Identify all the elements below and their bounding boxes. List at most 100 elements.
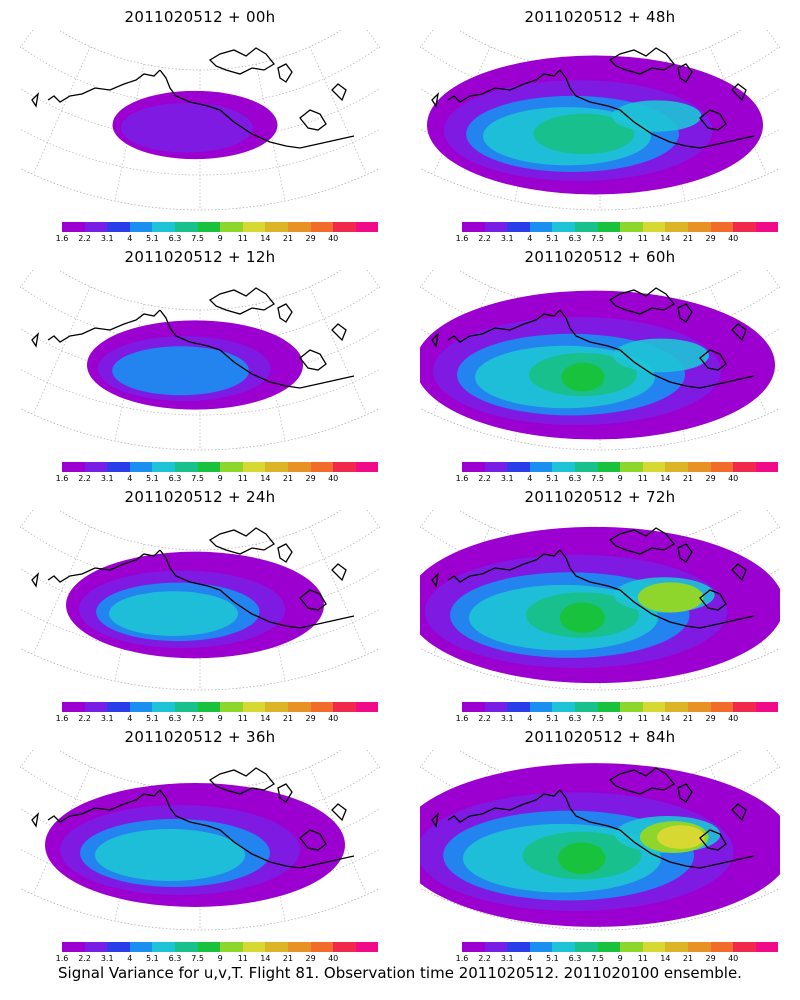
coastline-path [447,789,561,823]
colorbar-tick-label: 9 [617,234,623,243]
colorbar-segment [84,942,108,952]
colorbar-tick-label: 3.1 [500,474,514,483]
colorbar-segment [597,702,621,712]
colorbar-segment [242,942,266,952]
colorbar-tick-label: 6.3 [168,474,182,483]
colorbar-tick-label: 6.3 [568,954,582,963]
coastline-path [31,812,39,828]
colorbar-tick-label: 29 [705,714,716,723]
colorbar-tick-label: 29 [705,234,716,243]
variance-contour-peak [561,362,605,392]
colorbar-labels: 1.6 2.2 3.1 4 5.1 6.3 7.5 9 11 14 21 29 40 [456,234,760,246]
colorbar-segment [355,222,379,232]
colorbar-segment [507,222,530,232]
colorbar-tick-label: 1.6 [455,954,469,963]
variance-contour [112,346,249,396]
colorbar-tick-label: 14 [660,234,671,243]
coastline-path [277,63,293,83]
meridian-line [32,46,91,175]
colorbar-tick-label: 3.1 [100,474,114,483]
colorbar-segment [174,702,198,712]
latitude-line [20,368,380,416]
colorbar-segment [174,222,198,232]
coastline-path [699,829,727,851]
coastline-path [208,527,275,555]
colorbar-tick-label: 2.2 [78,234,91,243]
colorbar-tick-label: 29 [305,714,316,723]
coastlines [31,527,355,629]
colorbar-segment [287,702,311,712]
colorbar-segment [710,222,734,232]
colorbar-tick-label: 9 [217,714,223,723]
colorbar-tick-label: 2.2 [78,954,91,963]
colorbar-tick-label: 3.1 [500,714,514,723]
colorbar-tick-label: 40 [328,234,339,243]
forecast-panel: 2011020512 + 00h 1.6 2.2 3.1 4 5.1 6.3 7.5 9 11 14… [0,0,400,243]
colorbar-segment [484,942,508,952]
colorbar-segment [462,702,485,712]
colorbar-segment [552,702,575,712]
colorbar-segment [287,942,311,952]
colorbar-tick-label: 11 [637,954,648,963]
colorbar-labels: 1.6 2.2 3.1 4 5.1 6.3 7.5 9 11 14 21 29 40 [456,474,760,486]
colorbar-tick-label: 14 [260,234,271,243]
colorbar-tick-label: 40 [328,954,339,963]
colorbar-tick-label: 9 [617,714,623,723]
colorbar-segment [84,222,108,232]
colorbar-segment [333,462,356,472]
panel-title: 2011020512 + 84h [524,728,676,746]
colorbar-segment [574,462,598,472]
colorbar-tick-label: 21 [682,714,694,723]
colorbar-tick-label: 14 [660,714,671,723]
coastline-path [431,332,439,348]
colorbar-tick-label: 21 [682,474,694,483]
variance-contour [109,591,238,636]
colorbar-tick-label: 6.3 [568,234,582,243]
colorbar-segment [552,462,575,472]
colorbar-segment [84,702,108,712]
coastline-path [447,309,561,343]
colorbar-segment [197,222,221,232]
colorbar-tick-label: 21 [682,234,694,243]
colorbar-tick-label: 11 [637,474,648,483]
colorbar-tick-label: 3.1 [500,234,514,243]
map-boundary [420,30,780,211]
coastline-path [159,309,355,389]
coastline-path [447,549,561,583]
coastline-path [47,789,161,823]
colorbar-tick-label: 1.6 [455,714,469,723]
polar-map [420,750,780,931]
colorbar-segment [484,222,508,232]
colorbar-tick-label: 14 [260,954,271,963]
forecast-panel: 2011020512 + 60h 1.6 2.2 3.1 4 5.1 6.3 7.5 9 11 14… [400,240,800,483]
coastline-path [277,303,293,323]
colorbar-segment [265,462,288,472]
colorbar-labels: 1.6 2.2 3.1 4 5.1 6.3 7.5 9 11 14 21 29 40 [56,954,360,966]
colorbar-segment [507,462,530,472]
colorbar-segment [197,942,221,952]
colorbar-labels: 1.6 2.2 3.1 4 5.1 6.3 7.5 9 11 14 21 29 40 [456,954,760,966]
colorbar-tick-label: 11 [237,234,248,243]
colorbar-tick-label: 1.6 [55,954,69,963]
colorbar-tick-label: 5.1 [146,714,159,723]
map-boundary [20,510,380,691]
colorbar-tick-label: 7.5 [591,234,604,243]
colorbar-tick-label: 5.1 [546,954,559,963]
coastlines [431,527,755,629]
meridian-line [20,270,34,289]
colorbar-labels: 1.6 2.2 3.1 4 5.1 6.3 7.5 9 11 14 21 29 40 [456,714,760,726]
colorbar-tick-label: 1.6 [455,474,469,483]
variance-contour [95,829,245,881]
colorbar-segment [755,702,779,712]
colorbar-tick-label: 21 [282,474,294,483]
coastline-path [608,287,675,315]
colorbar-tick-label: 7.5 [591,714,604,723]
colorbar-segment [529,222,553,232]
colorbar-segment [755,462,779,472]
colorbar-tick-label: 21 [282,234,294,243]
colorbar-segment [62,462,85,472]
colorbar-segment [287,462,311,472]
colorbar-labels: 1.6 2.2 3.1 4 5.1 6.3 7.5 9 11 14 21 29 40 [56,234,360,246]
colorbar-tick-label: 29 [705,954,716,963]
meridian-line [366,270,380,289]
